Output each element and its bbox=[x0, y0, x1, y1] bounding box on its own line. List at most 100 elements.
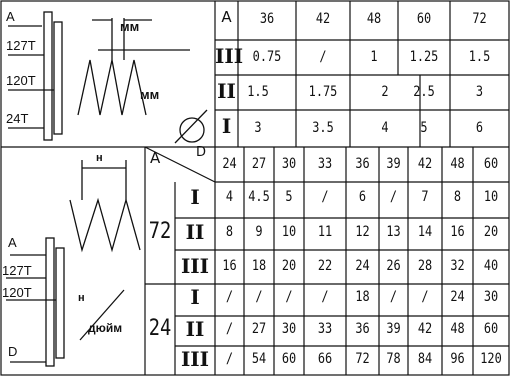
top-header-value: 36 bbox=[259, 11, 275, 27]
bottom-cell: 26 bbox=[386, 258, 401, 274]
bottom-cell: 11 bbox=[317, 224, 333, 240]
bottom-cell: 32 bbox=[450, 258, 465, 274]
top-row-roman-ii: II bbox=[217, 79, 236, 103]
bottom-row-roman: II bbox=[185, 317, 205, 341]
bottom-cell: 22 bbox=[317, 258, 333, 274]
bottom-header-value: 24 bbox=[222, 156, 237, 172]
bottom-header-value: 39 bbox=[386, 156, 401, 172]
bottom-cell: 78 bbox=[386, 351, 401, 367]
bottom-cell: 7 bbox=[421, 189, 429, 205]
gear-label-d: D bbox=[8, 344, 18, 359]
unit-label-mm-2: мм bbox=[140, 87, 160, 102]
bottom-cell: 14 bbox=[417, 224, 433, 240]
bottom-cell: 24 bbox=[355, 258, 370, 274]
unit-label-h: н bbox=[96, 152, 103, 164]
bottom-cell: / bbox=[421, 289, 429, 305]
bottom-row-roman: I bbox=[190, 185, 200, 209]
bottom-cell: / bbox=[285, 289, 293, 305]
bottom-row-roman: II bbox=[185, 220, 205, 244]
top-cell: 2 bbox=[381, 84, 389, 100]
bottom-cell: 16 bbox=[222, 258, 237, 274]
bottom-cell: 24 bbox=[450, 289, 465, 305]
top-cell: / bbox=[319, 49, 327, 65]
top-cell: 1.5 bbox=[247, 84, 269, 100]
bottom-cell: 42 bbox=[417, 321, 433, 337]
gear-train-drawing-bottom bbox=[6, 160, 141, 367]
bottom-cell: 30 bbox=[483, 289, 499, 305]
gear-label-127t: 127T bbox=[6, 38, 36, 53]
bottom-cell: 20 bbox=[281, 258, 297, 274]
top-header-value: 72 bbox=[472, 11, 487, 27]
gear-label-120t: 120T bbox=[6, 73, 36, 88]
bottom-header-value: 36 bbox=[355, 156, 370, 172]
top-cell: 2.5 bbox=[413, 84, 435, 100]
group-d-value-72: 72 bbox=[148, 219, 172, 244]
bottom-header-value: 48 bbox=[450, 156, 465, 172]
gear-train-drawing-top bbox=[8, 11, 208, 144]
bottom-cell: 10 bbox=[281, 224, 297, 240]
bottom-cell: 66 bbox=[317, 351, 333, 367]
bottom-header-d: D bbox=[196, 145, 207, 160]
bottom-cell: 30 bbox=[281, 321, 297, 337]
bottom-cell: 18 bbox=[355, 289, 370, 305]
top-cell: 6 bbox=[475, 120, 484, 136]
bottom-cell: 8 bbox=[225, 224, 234, 240]
bottom-cell: 13 bbox=[386, 224, 401, 240]
bottom-cell: 4 bbox=[225, 189, 234, 205]
bottom-cell: / bbox=[225, 321, 234, 337]
bottom-cell: / bbox=[389, 289, 398, 305]
top-header-a: A bbox=[221, 8, 232, 26]
top-cell: 1.5 bbox=[468, 49, 491, 65]
unit-label-mm: мм bbox=[120, 19, 140, 34]
bottom-header-value: 60 bbox=[483, 156, 499, 172]
bottom-row-roman: III bbox=[180, 347, 210, 371]
bottom-cell: 8 bbox=[453, 189, 462, 205]
gear-label-a-bottom: A bbox=[8, 235, 17, 250]
top-row-roman-iii: III bbox=[215, 44, 244, 68]
bottom-cell: 18 bbox=[251, 258, 267, 274]
bottom-header-value: 42 bbox=[417, 156, 433, 172]
bottom-cell: 96 bbox=[450, 351, 465, 367]
bottom-cell: 10 bbox=[483, 189, 499, 205]
bottom-cell: 40 bbox=[483, 258, 499, 274]
bottom-row-roman: III bbox=[180, 254, 210, 278]
bottom-row-roman: I bbox=[190, 285, 200, 309]
top-header-value: 60 bbox=[416, 11, 432, 27]
top-cell: 3 bbox=[475, 84, 484, 100]
top-cell: 5 bbox=[420, 120, 428, 136]
bottom-cell: 120 bbox=[480, 351, 502, 367]
top-cell: 1.25 bbox=[409, 49, 439, 65]
gear-label-24t: 24T bbox=[6, 111, 29, 126]
bottom-cell: 16 bbox=[450, 224, 465, 240]
bottom-cell: 9 bbox=[255, 224, 263, 240]
bottom-cell: 20 bbox=[483, 224, 499, 240]
bottom-cell: 60 bbox=[281, 351, 297, 367]
unit-label-inch: дюйм bbox=[88, 321, 123, 335]
bottom-cell: 28 bbox=[417, 258, 433, 274]
top-header-value: 42 bbox=[315, 11, 331, 27]
gear-label-120t-bottom: 120T bbox=[2, 285, 32, 300]
top-cell: 3 bbox=[254, 120, 262, 136]
group-d-value-24: 24 bbox=[148, 316, 172, 341]
bottom-cell: 33 bbox=[317, 321, 333, 337]
bottom-header-value: 33 bbox=[317, 156, 333, 172]
bottom-cell: 54 bbox=[251, 351, 267, 367]
bottom-cell: 60 bbox=[483, 321, 499, 337]
bottom-cell: 6 bbox=[358, 189, 367, 205]
bottom-cell: / bbox=[321, 289, 329, 305]
bottom-cell: / bbox=[255, 289, 263, 305]
bottom-header-value: 30 bbox=[281, 156, 297, 172]
bottom-cell: 72 bbox=[355, 351, 370, 367]
top-cell: 0.75 bbox=[252, 49, 282, 65]
top-header-value: 48 bbox=[366, 11, 382, 27]
bottom-cell: / bbox=[321, 189, 329, 205]
bottom-cell: 4.5 bbox=[248, 189, 270, 205]
header-diagonal bbox=[144, 146, 216, 183]
top-cell: 1 bbox=[370, 49, 378, 65]
unit-label-h-2: н bbox=[78, 292, 85, 304]
top-cell: 4 bbox=[381, 120, 389, 136]
bottom-header-value: 27 bbox=[251, 156, 267, 172]
